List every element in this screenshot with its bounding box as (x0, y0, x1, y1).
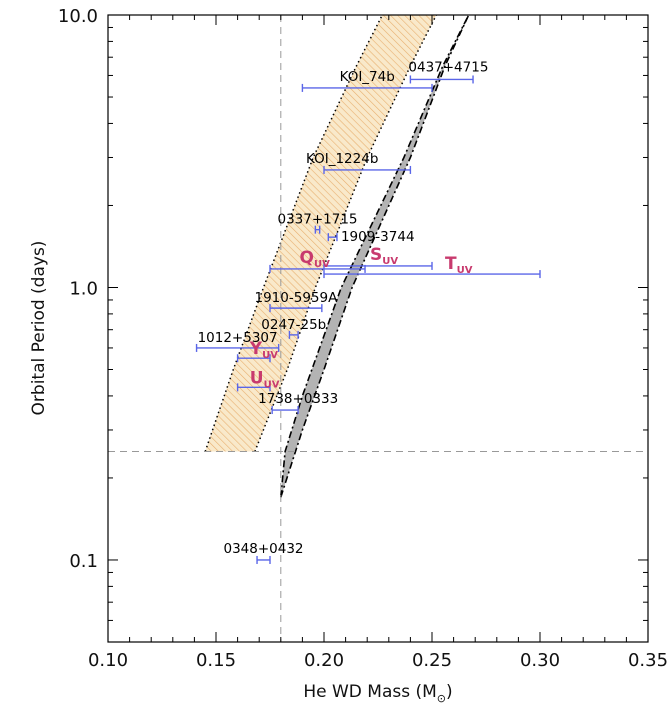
point-q-uv-subscript: UV (314, 259, 330, 270)
hatched-band-right-edge (254, 15, 437, 452)
point-koi-1224b-label: KOI_1224b (306, 151, 378, 167)
y-tick-label: 0.1 (69, 551, 98, 572)
point-s-uv-letter: S (370, 245, 382, 265)
point-y-uv-subscript: UV (262, 350, 278, 361)
point-s-uv-label: SUV (370, 245, 398, 267)
x-tick-label: 0.35 (628, 650, 667, 671)
x-tick-label: 0.30 (520, 650, 560, 671)
point-y-uv-label: YUV (249, 339, 278, 361)
point-1909-3744-label: 1909-3744 (341, 229, 415, 245)
point-1910-5959a-label: 1910-5959A (255, 290, 339, 306)
x-tick-label: 0.25 (412, 650, 452, 671)
point-u-uv-label: UUV (250, 368, 280, 390)
y-tick-label: 1.0 (69, 278, 98, 299)
point-t-uv-subscript: UV (457, 265, 473, 276)
gray-band-right-edge (280, 15, 470, 498)
point-u-uv-subscript: UV (264, 379, 280, 390)
y-tick-label: 10.0 (58, 6, 98, 27)
axis-ticks: 0.10 0.15 0.20 0.25 0.30 0.35 0.1 1.0 10.0 (58, 6, 667, 671)
point-0337-1715-label: 0337+1715 (278, 212, 358, 228)
point-s-uv-subscript: UV (382, 256, 398, 267)
point-0348-0432-label: 0348+0432 (224, 541, 304, 557)
point-q-uv-label: QUV (300, 248, 331, 270)
y-axis-label: Orbital Period (days) (29, 241, 49, 416)
x-tick-label: 0.20 (304, 650, 344, 671)
plot-frame (107, 14, 649, 643)
point-t-uv-letter: T (445, 254, 457, 274)
hatched-band (205, 15, 437, 452)
point-q-uv-letter: Q (300, 248, 314, 268)
reference-lines (108, 15, 648, 642)
point-1012-5307-label: 1012+5307 (198, 330, 278, 346)
data-points (195, 75, 541, 564)
point-labels: 0437+4715 KOI_74b KOI_1224b 0337+17151909-3… (198, 59, 489, 557)
point-1738-0333-label: 1738+0333 (258, 391, 338, 407)
point-koi-74b-label: KOI_74b (340, 69, 395, 85)
point-t-uv-label: TUV (445, 254, 473, 276)
model-bands (204, 15, 470, 498)
point-y-uv-letter: Y (249, 339, 263, 359)
point-u-uv-letter: U (250, 368, 264, 388)
x-tick-label: 0.15 (196, 650, 236, 671)
x-tick-label: 0.10 (88, 650, 128, 671)
gray-band-left-edge (280, 15, 470, 498)
hatched-band-left-edge (204, 15, 383, 452)
point-0437-4715-label: 0437+4715 (408, 59, 488, 75)
x-axis-label: He WD Mass (M⊙) (303, 682, 452, 705)
point-0247-25b-label: 0247-25b (261, 317, 326, 333)
